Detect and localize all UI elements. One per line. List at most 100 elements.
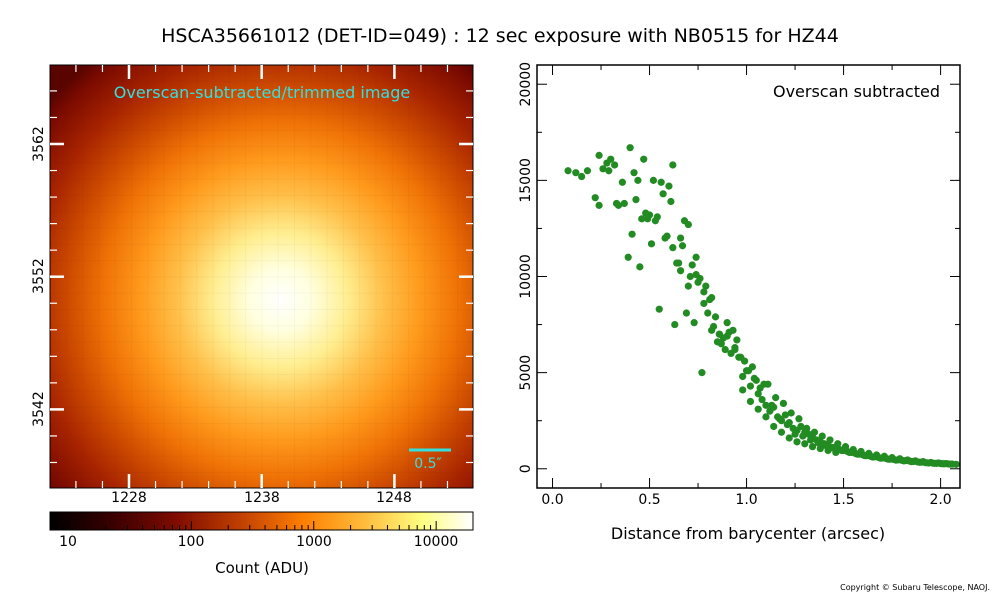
scatter-point	[733, 336, 741, 344]
scatter-point	[708, 294, 716, 302]
scatter-point	[746, 382, 755, 390]
scatter-point	[783, 420, 791, 429]
scatter-point	[657, 178, 665, 186]
scatter-point	[781, 411, 789, 419]
scatter-point	[729, 326, 737, 334]
scatter-point	[795, 415, 803, 423]
scatter-point	[649, 176, 658, 184]
scatter-point	[752, 376, 760, 384]
scatter-point	[659, 190, 667, 198]
plot-frame	[536, 64, 961, 489]
scatter-point	[814, 439, 822, 447]
plot-tick-labels: 0.0 0.5 1.0 1.5 2.0 0 5000 10000 15000 20000	[518, 62, 952, 508]
scatter-point	[715, 330, 723, 338]
pixel-grid-overlay	[50, 65, 473, 488]
image-y-tick-label: 3562	[31, 126, 47, 162]
scatter-point	[655, 305, 663, 313]
colorbar-tick-label: 1000	[296, 534, 332, 550]
scatter-point	[826, 436, 834, 444]
scatter-point	[816, 444, 824, 453]
scatter-point	[754, 390, 762, 398]
scatter-point	[572, 169, 580, 177]
scatter-point	[688, 261, 696, 269]
image-x-tick-label: 1238	[244, 490, 280, 506]
scatter-point	[618, 178, 626, 186]
x-tick-label: 2.0	[929, 492, 951, 508]
copyright-note: Copyright © Subaru Telescope, NAOJ.	[840, 583, 990, 592]
scatter-point	[599, 165, 607, 173]
scatter-point	[564, 167, 572, 175]
scatter-point	[758, 395, 766, 404]
x-tick-label: 1.5	[832, 492, 854, 508]
image-panel: Overscan-subtracted/trimmed image 0.5″ 1…	[31, 64, 474, 506]
scale-bar-label: 0.5″	[414, 456, 442, 472]
scatter-point	[907, 458, 916, 466]
scatter-point	[630, 169, 638, 177]
scatter-point	[785, 434, 793, 442]
scatter-point	[946, 460, 954, 468]
scatter-point	[770, 422, 778, 431]
colorbar: 10 100 1000 10000 Count (ADU)	[49, 511, 474, 577]
scatter-point	[607, 155, 615, 163]
y-tick-label: 5000	[518, 355, 534, 391]
scatter-point	[791, 430, 799, 438]
scatter-point	[638, 215, 646, 223]
x-axis-label: Distance from barycenter (arcsec)	[611, 524, 885, 543]
scatter-point	[923, 459, 931, 467]
scatter-point	[793, 438, 801, 446]
scatter-point	[684, 282, 692, 290]
scatter-point	[686, 272, 694, 281]
scatter-point	[832, 448, 840, 457]
scatter-point	[591, 194, 599, 202]
scatter-point	[775, 415, 784, 423]
scatter-point	[611, 161, 619, 169]
scatter-point	[818, 432, 826, 440]
image-x-tick-label: 1228	[111, 490, 147, 506]
scatter-point	[678, 242, 687, 250]
scatter-point	[772, 394, 780, 402]
scatter-point	[684, 220, 692, 229]
scatter-point	[810, 428, 819, 436]
scatter-point	[700, 299, 708, 308]
scatter-point	[694, 278, 702, 286]
x-tick-label: 0.5	[638, 492, 660, 508]
scatter-point	[626, 144, 634, 152]
scatter-series	[564, 144, 960, 468]
scatter-point	[665, 182, 673, 190]
image-x-tick-label: 1248	[376, 490, 412, 506]
colorbar-tick-label: 100	[178, 534, 205, 550]
scatter-point	[692, 253, 700, 261]
scatter-point	[869, 453, 877, 461]
scatter-point	[762, 401, 770, 409]
image-y-tick-label: 3542	[31, 391, 47, 427]
scatter-point	[709, 322, 718, 331]
scatter-point	[583, 167, 592, 175]
x-tick-label: 0.0	[541, 492, 563, 508]
scatter-point	[628, 230, 636, 238]
scatter-point	[595, 201, 603, 209]
scatter-point	[938, 460, 947, 468]
scatter-point	[675, 259, 683, 267]
colorbar-tick-label: 10	[59, 534, 77, 550]
scatter-point	[713, 338, 722, 346]
scatter-point	[797, 422, 805, 431]
scatter-point	[799, 432, 807, 440]
scatter-point	[845, 448, 853, 457]
scatter-point	[723, 319, 731, 327]
y-tick-label: 15000	[518, 158, 534, 203]
scatter-point	[595, 151, 603, 159]
scatter-point	[634, 176, 642, 184]
image-annotation: Overscan-subtracted/trimmed image	[114, 83, 410, 102]
scatter-point	[754, 405, 762, 413]
scatter-point	[824, 446, 832, 455]
plot-annotation: Overscan subtracted	[773, 82, 940, 101]
colorbar-gradient	[49, 511, 474, 531]
scatter-point	[760, 380, 768, 388]
image-y-tick-label: 3552	[31, 258, 47, 294]
scatter-point	[787, 409, 795, 417]
scatter-point	[669, 161, 677, 169]
scatter-point	[892, 456, 900, 464]
scatter-point	[667, 197, 675, 206]
scatter-point	[704, 309, 712, 317]
